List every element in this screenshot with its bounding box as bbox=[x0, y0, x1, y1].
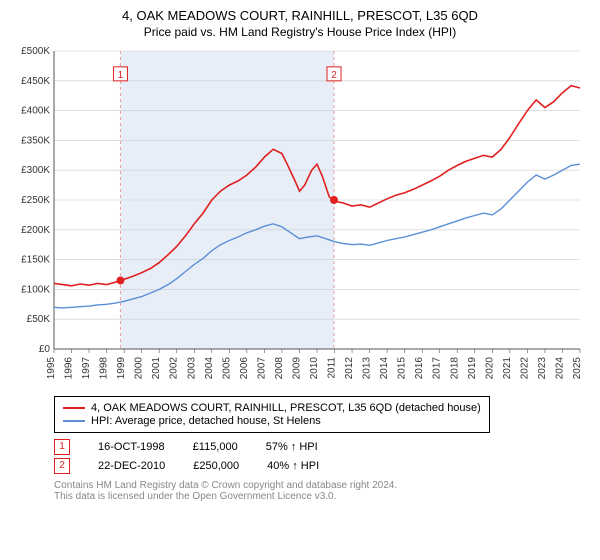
chart: £0 £50K £100K £150K £200K £250K £300K £350K £400… bbox=[10, 45, 590, 390]
svg-text:2013: 2013 bbox=[362, 357, 373, 380]
svg-text:2011: 2011 bbox=[327, 357, 338, 379]
sale-date: 22-DEC-2010 bbox=[98, 460, 165, 472]
sale-date: 16-OCT-1998 bbox=[98, 441, 165, 453]
footer: Contains HM Land Registry data © Crown c… bbox=[54, 480, 590, 502]
svg-text:2022: 2022 bbox=[519, 357, 530, 380]
sale-delta: 57% ↑ HPI bbox=[266, 441, 318, 453]
svg-text:2025: 2025 bbox=[572, 357, 583, 380]
svg-text:2018: 2018 bbox=[449, 357, 460, 380]
sales-table: 1 16-OCT-1998 £115,000 57% ↑ HPI 2 22-DE… bbox=[54, 439, 590, 474]
svg-text:£150K: £150K bbox=[21, 255, 50, 266]
page: 4, OAK MEADOWS COURT, RAINHILL, PRESCOT,… bbox=[0, 0, 600, 510]
svg-text:2005: 2005 bbox=[221, 357, 232, 380]
sale-price: £250,000 bbox=[193, 460, 239, 472]
sale-marker: 1 bbox=[54, 439, 70, 455]
svg-text:2024: 2024 bbox=[554, 357, 565, 380]
svg-text:£50K: £50K bbox=[27, 314, 51, 325]
svg-text:2012: 2012 bbox=[344, 357, 355, 380]
svg-text:£100K: £100K bbox=[21, 284, 50, 295]
svg-text:2021: 2021 bbox=[502, 357, 513, 380]
svg-text:£450K: £450K bbox=[21, 76, 50, 87]
svg-text:1: 1 bbox=[118, 70, 124, 81]
svg-text:2001: 2001 bbox=[151, 357, 162, 380]
legend-label: 4, OAK MEADOWS COURT, RAINHILL, PRESCOT,… bbox=[91, 402, 481, 414]
svg-text:2006: 2006 bbox=[239, 357, 250, 380]
svg-text:2015: 2015 bbox=[397, 357, 408, 380]
svg-text:2023: 2023 bbox=[537, 357, 548, 380]
legend: 4, OAK MEADOWS COURT, RAINHILL, PRESCOT,… bbox=[54, 396, 490, 433]
svg-text:2009: 2009 bbox=[291, 357, 302, 380]
svg-text:2017: 2017 bbox=[432, 357, 443, 380]
svg-text:£0: £0 bbox=[39, 344, 51, 355]
svg-text:£500K: £500K bbox=[21, 46, 50, 57]
svg-text:£200K: £200K bbox=[21, 225, 50, 236]
svg-text:2003: 2003 bbox=[186, 357, 197, 380]
chart-title: 4, OAK MEADOWS COURT, RAINHILL, PRESCOT,… bbox=[10, 8, 590, 23]
sale-marker: 2 bbox=[54, 458, 70, 474]
svg-text:2014: 2014 bbox=[379, 357, 390, 380]
legend-swatch bbox=[63, 407, 85, 409]
svg-text:2007: 2007 bbox=[256, 357, 267, 380]
svg-text:1997: 1997 bbox=[81, 357, 92, 380]
sale-row: 1 16-OCT-1998 £115,000 57% ↑ HPI bbox=[54, 439, 590, 455]
legend-row: 4, OAK MEADOWS COURT, RAINHILL, PRESCOT,… bbox=[63, 402, 481, 414]
svg-text:2008: 2008 bbox=[274, 357, 285, 380]
svg-text:1998: 1998 bbox=[99, 357, 110, 380]
svg-text:2020: 2020 bbox=[484, 357, 495, 380]
svg-text:£300K: £300K bbox=[21, 165, 50, 176]
svg-text:£250K: £250K bbox=[21, 195, 50, 206]
legend-label: HPI: Average price, detached house, St H… bbox=[91, 415, 321, 427]
sale-price: £115,000 bbox=[193, 441, 238, 453]
sale-delta: 40% ↑ HPI bbox=[267, 460, 319, 472]
svg-text:£400K: £400K bbox=[21, 106, 50, 117]
svg-text:2004: 2004 bbox=[204, 357, 215, 380]
svg-text:1995: 1995 bbox=[46, 357, 57, 380]
chart-svg: £0 £50K £100K £150K £200K £250K £300K £350K £400… bbox=[10, 45, 590, 385]
svg-text:2002: 2002 bbox=[169, 357, 180, 380]
svg-text:2016: 2016 bbox=[414, 357, 425, 380]
chart-subtitle: Price paid vs. HM Land Registry's House … bbox=[10, 25, 590, 39]
legend-swatch bbox=[63, 420, 85, 422]
footer-line: This data is licensed under the Open Gov… bbox=[54, 491, 590, 502]
legend-row: HPI: Average price, detached house, St H… bbox=[63, 415, 481, 427]
svg-text:2: 2 bbox=[331, 70, 337, 81]
svg-text:2000: 2000 bbox=[134, 357, 145, 380]
svg-text:1999: 1999 bbox=[116, 357, 127, 380]
svg-text:£350K: £350K bbox=[21, 135, 50, 146]
svg-text:2019: 2019 bbox=[467, 357, 478, 380]
sale-row: 2 22-DEC-2010 £250,000 40% ↑ HPI bbox=[54, 458, 590, 474]
svg-text:2010: 2010 bbox=[309, 357, 320, 380]
svg-text:1996: 1996 bbox=[64, 357, 75, 380]
footer-line: Contains HM Land Registry data © Crown c… bbox=[54, 480, 590, 491]
